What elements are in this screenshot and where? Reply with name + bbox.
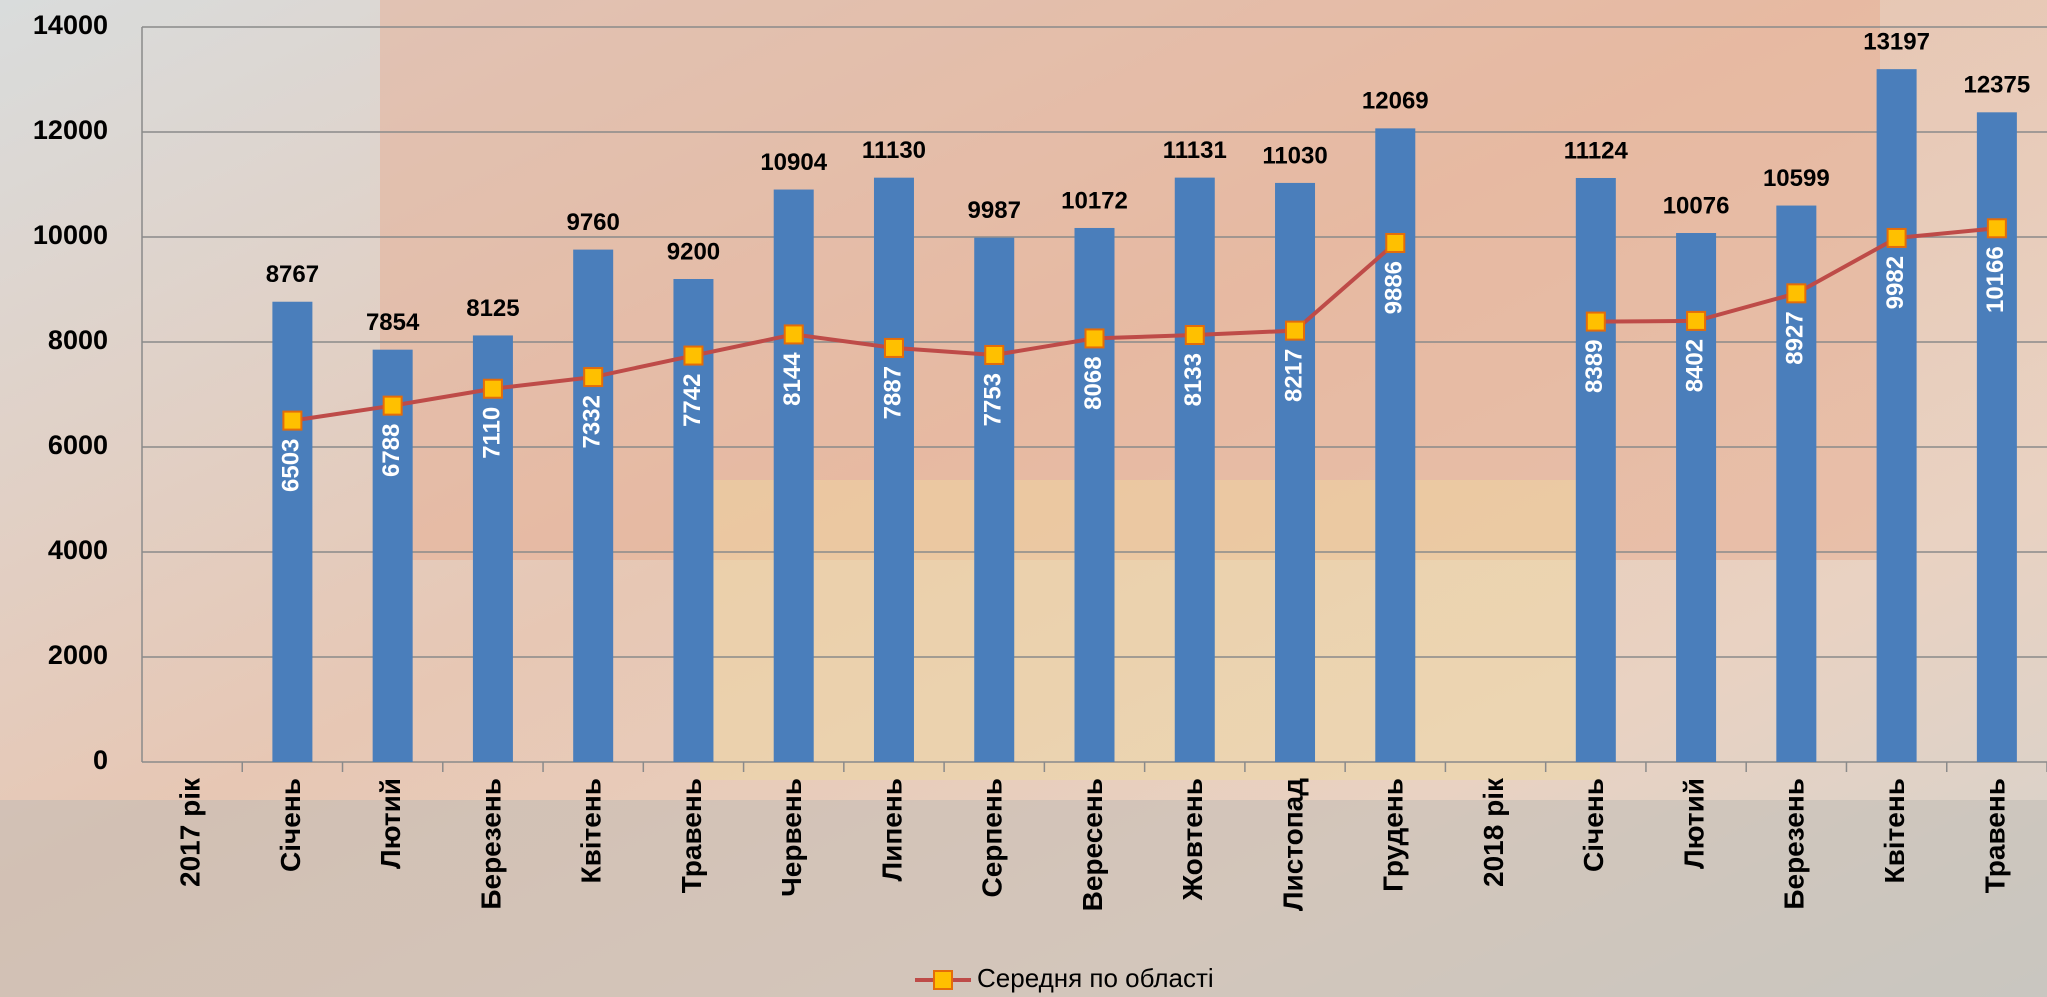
x-tick-label: Травень	[1979, 778, 2010, 893]
bar-value-label: 12375	[1963, 72, 2030, 99]
bar-value-label: 12069	[1362, 88, 1429, 115]
line-value-label: 8217	[1280, 349, 1307, 402]
bar-value-label: 13197	[1863, 29, 1930, 56]
line-marker	[384, 397, 402, 415]
bar-value-label: 10904	[760, 149, 827, 176]
bar	[974, 238, 1014, 762]
line-value-label: 10166	[1982, 246, 2009, 313]
bar	[1275, 183, 1315, 762]
line-marker	[684, 347, 702, 365]
line-marker	[1086, 329, 1104, 347]
bar-value-label: 10172	[1061, 187, 1128, 214]
line-value-label: 6788	[378, 424, 405, 477]
line-value-label: 9886	[1381, 261, 1408, 314]
x-tick-label: Січень	[275, 778, 306, 872]
legend-marker	[934, 971, 952, 989]
line-marker	[785, 325, 803, 343]
bar-value-label: 8767	[266, 261, 319, 288]
y-tick-label: 8000	[48, 325, 108, 355]
line-value-label: 8133	[1180, 353, 1207, 406]
line-marker	[1587, 313, 1605, 331]
x-tick-label: Листопад	[1277, 778, 1308, 911]
bar-value-label: 11131	[1163, 137, 1227, 164]
line-marker	[484, 380, 502, 398]
line-value-label: 6503	[278, 439, 305, 492]
bar	[473, 335, 513, 762]
line-value-label: 7110	[478, 407, 505, 459]
y-tick-label: 0	[93, 745, 108, 775]
bar-value-label: 9200	[667, 238, 720, 265]
x-tick-label: Серпень	[977, 778, 1008, 898]
bar-value-label: 11130	[862, 137, 926, 164]
line-marker	[1687, 312, 1705, 330]
line-value-label: 7753	[980, 373, 1007, 426]
x-tick-label: Червень	[776, 778, 807, 897]
bar	[774, 190, 814, 762]
x-tick-label: Березень	[475, 778, 506, 910]
y-tick-label: 12000	[33, 115, 108, 145]
line-marker	[1888, 229, 1906, 247]
y-tick-label: 4000	[48, 535, 108, 565]
bar-value-label: 11124	[1564, 137, 1629, 164]
line-value-label: 7332	[579, 395, 606, 448]
line-value-label: 8927	[1782, 311, 1809, 364]
x-tick-label: Травень	[676, 778, 707, 893]
y-tick-label: 6000	[48, 430, 108, 460]
bar	[1977, 112, 2017, 762]
line-value-label: 9982	[1882, 256, 1909, 309]
x-tick-label: Березень	[1779, 778, 1810, 910]
x-tick-label: Лютий	[375, 778, 406, 869]
bar	[272, 302, 312, 762]
bar-value-label: 8125	[466, 295, 519, 322]
bar	[1175, 178, 1215, 762]
bar-value-label: 10599	[1763, 165, 1830, 192]
line-marker	[1186, 326, 1204, 344]
line-marker	[1787, 284, 1805, 302]
bar	[573, 250, 613, 762]
line-marker	[1386, 234, 1404, 252]
x-tick-label: Квітень	[576, 778, 607, 884]
x-tick-label: Лютий	[1678, 778, 1709, 869]
line-marker	[1988, 219, 2006, 237]
bar-value-label: 7854	[366, 309, 420, 336]
x-tick-label: Січень	[1578, 778, 1609, 872]
line-value-label: 8389	[1581, 340, 1608, 393]
x-tick-label: Липень	[876, 778, 907, 881]
y-tick-label: 2000	[48, 640, 108, 670]
y-tick-label: 10000	[33, 220, 108, 250]
background-shape	[700, 480, 1600, 780]
x-tick-label: Жовтень	[1177, 778, 1208, 901]
line-value-label: 7887	[879, 366, 906, 419]
x-tick-label: Грудень	[1378, 778, 1409, 892]
x-tick-label: Вересень	[1077, 778, 1108, 911]
bar	[1877, 69, 1917, 762]
bar	[1576, 178, 1616, 762]
line-marker	[584, 368, 602, 386]
line-value-label: 8144	[779, 352, 806, 406]
bar-value-label: 9760	[566, 209, 619, 236]
bar	[1375, 128, 1415, 762]
line-marker	[283, 412, 301, 430]
bar-value-label: 11030	[1262, 142, 1327, 169]
line-marker	[985, 346, 1003, 364]
line-marker	[885, 339, 903, 357]
bar	[1075, 228, 1115, 762]
x-tick-label: Квітень	[1879, 778, 1910, 884]
legend-label: Середня по області	[977, 963, 1214, 993]
line-value-label: 8402	[1681, 339, 1708, 392]
x-tick-label: 2017 рік	[175, 777, 206, 887]
bar-value-label: 9987	[968, 197, 1021, 224]
chart: 0 2000 4000 6000 8000 10000 12000 14000 2017 рік…	[0, 0, 2047, 997]
bar	[874, 178, 914, 762]
line-value-label: 8068	[1080, 356, 1107, 409]
line-value-label: 7742	[679, 374, 706, 427]
line-marker	[1286, 322, 1304, 340]
x-tick-label: 2018 рік	[1478, 777, 1509, 887]
y-tick-label: 14000	[33, 10, 108, 40]
bar-value-label: 10076	[1663, 192, 1730, 219]
